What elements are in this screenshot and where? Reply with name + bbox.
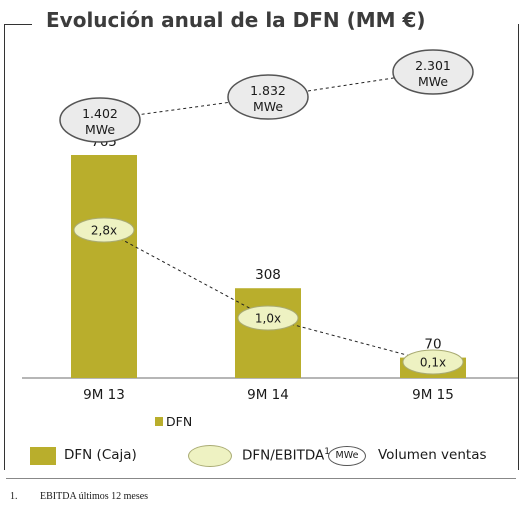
- ratio-label-0: 2,8x: [91, 224, 117, 238]
- bar-value-label-2: 70: [424, 337, 441, 353]
- inline-legend-swatch: [155, 417, 163, 426]
- mwe-bubble-2: [392, 49, 474, 95]
- legend-ratio-text: DFN/EBITDA: [242, 447, 325, 464]
- mwe-value-label-1: 1.832: [250, 83, 286, 98]
- inline-legend-label: DFN: [166, 414, 192, 429]
- ratio-bubble-0: [73, 217, 135, 243]
- mwe-unit-label-1: MWe: [253, 99, 283, 114]
- frame-left-border: [4, 24, 5, 470]
- legend-mwe-label: Volumen ventas: [378, 447, 487, 463]
- legend-bar-label: DFN (Caja): [64, 447, 137, 463]
- legend-mwe-icon: MWe: [328, 446, 366, 466]
- frame-top-border: [4, 24, 32, 25]
- bar-1: [235, 288, 301, 378]
- mwe-unit-label-0: MWe: [85, 122, 115, 137]
- legend-ratio-superscript: 1: [324, 447, 330, 457]
- footnote: 1. EBITDA últimos 12 meses: [10, 491, 148, 502]
- ratio-label-2: 0,1x: [420, 356, 446, 370]
- x-tick-label-2: 9M 15: [412, 387, 454, 403]
- footnote-divider: [6, 478, 516, 479]
- bar-0: [71, 155, 137, 378]
- chart-title: Evolución anual de la DFN (MM €): [46, 8, 426, 32]
- bar-value-label-1: 308: [255, 267, 281, 283]
- mwe-unit-label-2: MWe: [418, 74, 448, 89]
- legend-ratio-label: DFN/EBITDA1: [242, 447, 330, 464]
- x-tick-label-0: 9M 13: [83, 387, 125, 403]
- frame-right-border: [518, 24, 519, 470]
- ratio-bubble-2: [402, 349, 464, 375]
- x-tick-label-1: 9M 14: [247, 387, 289, 403]
- legend-bar-swatch: [30, 447, 56, 465]
- footnote-text: EBITDA últimos 12 meses: [40, 491, 149, 502]
- legend: DFN (Caja) DFN/EBITDA1 MWe Volumen venta…: [28, 441, 508, 467]
- footnote-number: 1.: [10, 491, 18, 502]
- mwe-value-label-0: 1.402: [82, 106, 118, 121]
- mwe-bubble-0: [59, 97, 141, 143]
- ratio-bubble-1: [237, 305, 299, 331]
- mwe-value-label-2: 2.301: [415, 58, 451, 73]
- ratio-label-1: 1,0x: [255, 312, 281, 326]
- legend-ratio-swatch: [188, 445, 232, 467]
- mwe-bubble-1: [227, 74, 309, 120]
